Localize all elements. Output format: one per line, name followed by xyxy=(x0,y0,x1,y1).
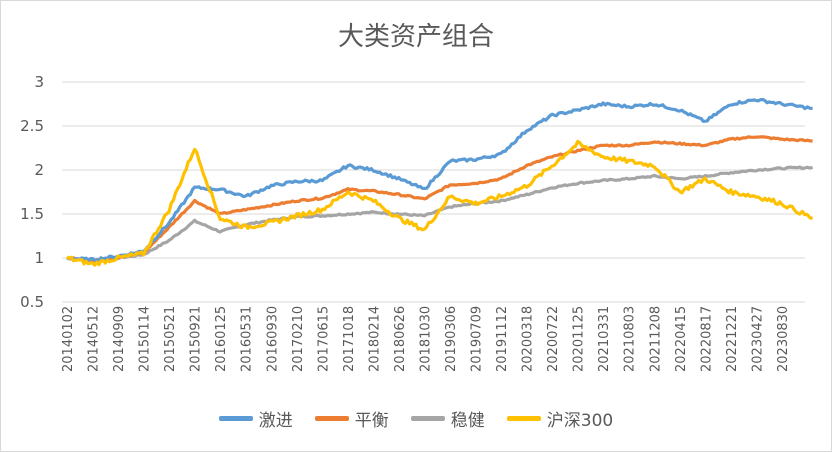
y-tick-label: 2.5 xyxy=(20,117,44,135)
x-tick-label: 20150921 xyxy=(189,306,204,372)
legend-item: 激进 xyxy=(218,406,293,431)
x-tick-label: 20150114 xyxy=(138,306,153,372)
x-tick-label: 20230427 xyxy=(750,306,765,372)
x-tick-label: 20190306 xyxy=(444,306,459,372)
x-tick-label: 20200722 xyxy=(546,306,561,372)
legend-swatch xyxy=(218,416,253,421)
x-tick-label: 20220817 xyxy=(699,306,714,372)
x-tick-label: 20201125 xyxy=(572,306,587,372)
x-tick-label: 20200318 xyxy=(521,306,536,372)
x-tick-label: 20140512 xyxy=(87,306,102,372)
x-tick-label: 20220415 xyxy=(674,306,689,372)
series-line xyxy=(66,139,813,267)
legend-swatch xyxy=(314,416,349,421)
x-tick-label: 20181030 xyxy=(418,306,433,372)
x-tick-label: 20140102 xyxy=(61,306,76,372)
legend-item: 稳健 xyxy=(410,406,485,431)
x-tick-label: 20210331 xyxy=(597,306,612,372)
x-tick-label: 20171018 xyxy=(342,306,357,372)
legend-label: 沪深300 xyxy=(546,411,614,431)
x-tick-label: 20140909 xyxy=(112,306,127,372)
x-tick-label: 20221221 xyxy=(725,306,740,372)
series-lines xyxy=(66,97,814,267)
series-line xyxy=(66,135,813,263)
x-tick-label: 20230830 xyxy=(776,306,791,372)
legend-swatch xyxy=(410,416,445,421)
series-line xyxy=(66,97,813,263)
y-tick-label: 2 xyxy=(34,161,44,179)
y-tick-label: 1.5 xyxy=(20,205,44,223)
x-tick-label: 20150521 xyxy=(163,306,178,372)
legend-item: 平衡 xyxy=(314,406,389,431)
y-tick-label: 3 xyxy=(34,73,44,91)
legend-swatch xyxy=(506,416,541,421)
x-tick-label: 20180214 xyxy=(367,306,382,372)
x-tick-label: 20210803 xyxy=(623,306,638,372)
x-tick-label: 20180626 xyxy=(393,306,408,372)
x-tick-label: 20191112 xyxy=(495,306,510,372)
legend-label: 稳健 xyxy=(450,411,485,431)
chart-title: 大类资产组合 xyxy=(337,22,494,52)
y-axis-ticks: 0.5 1 1.5 2 2.5 3 xyxy=(20,73,44,311)
y-tick-label: 1 xyxy=(34,249,44,267)
x-tick-label: 20211208 xyxy=(648,306,663,372)
x-tick-label: 20160125 xyxy=(214,306,229,372)
legend: 激进 平衡 稳健 沪深300 xyxy=(0,406,832,431)
x-axis: 20140102 20140512 20140909 20150114 20150521… xyxy=(61,306,791,372)
legend-label: 激进 xyxy=(258,411,293,431)
x-tick-label: 20170210 xyxy=(291,306,306,372)
x-tick-label: 20170615 xyxy=(316,306,331,372)
x-tick-label: 20160531 xyxy=(240,306,255,372)
y-tick-label: 0.5 xyxy=(20,293,44,311)
legend-item: 沪深300 xyxy=(506,406,614,431)
x-tick-label: 20160930 xyxy=(265,306,280,372)
x-tick-label: 20190709 xyxy=(470,306,485,372)
legend-label: 平衡 xyxy=(354,411,389,431)
